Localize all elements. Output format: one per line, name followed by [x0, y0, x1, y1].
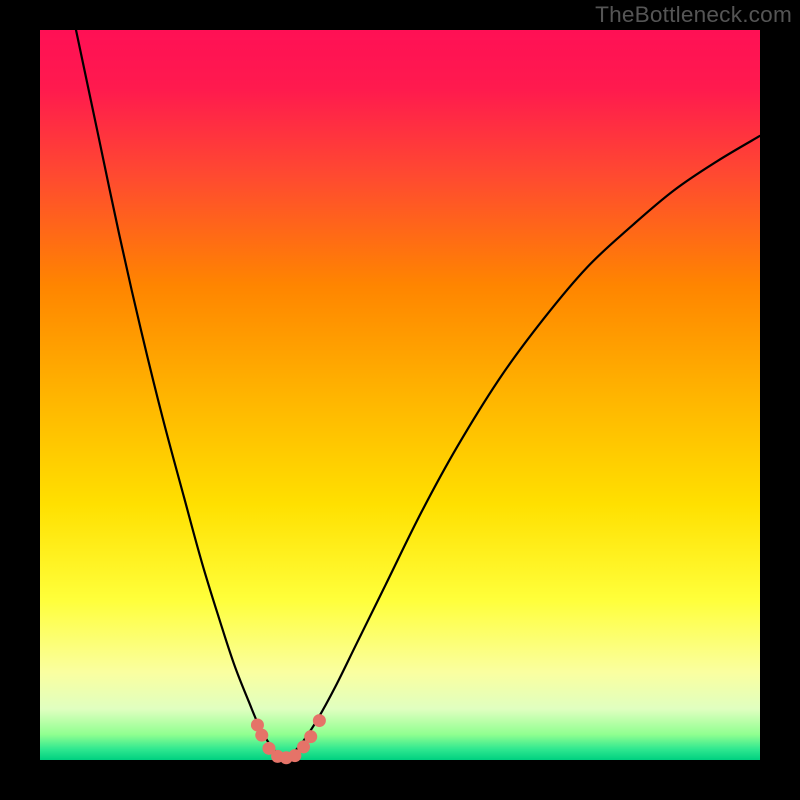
chart-svg: [40, 30, 760, 760]
bottleneck-curve-left: [76, 30, 285, 760]
outer-canvas: TheBottleneck.com: [0, 0, 800, 800]
bottleneck-curve-right: [285, 136, 760, 760]
plot-area: [40, 30, 760, 760]
attribution-text: TheBottleneck.com: [595, 2, 792, 28]
bottleneck-marker: [313, 714, 326, 727]
bottleneck-marker: [255, 729, 268, 742]
bottleneck-marker: [304, 730, 317, 743]
